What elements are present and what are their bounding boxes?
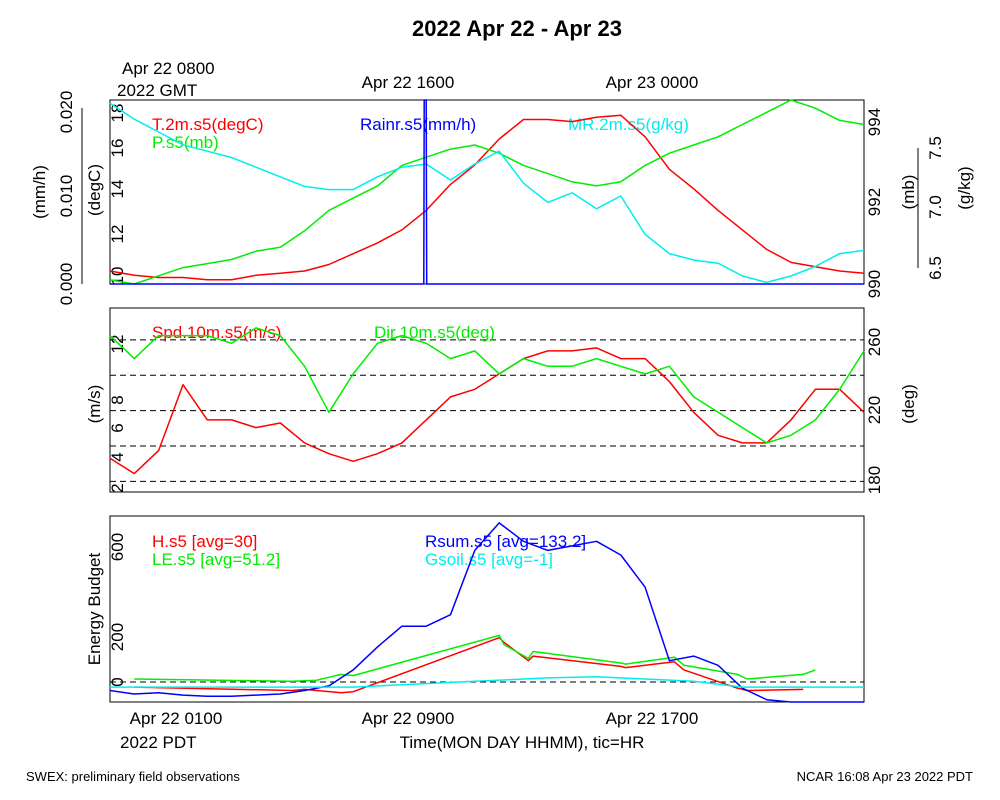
panel1-left-inner-tick-3: 16 (108, 139, 127, 158)
panel2-left-tick-0: 2 (108, 483, 127, 492)
panel2-left-tick-3: 8 (108, 395, 127, 404)
top-axis-label-1600: Apr 22 1600 (362, 73, 455, 92)
panel2-right-tick-1: 220 (865, 396, 884, 424)
series-line-panel1-3 (110, 99, 864, 285)
top-axis-label-0000: Apr 23 0000 (606, 73, 699, 92)
panel2-right-tick-2: 260 (865, 328, 884, 356)
panel3-left-tick-0: 0 (108, 677, 127, 686)
bottom-axis-tick-0900: Apr 22 0900 (362, 709, 455, 728)
series-line-panel3-1 (134, 634, 816, 683)
legend-latent-heat: LE.s5 [avg=51.2] (152, 550, 280, 569)
panel1-left-outer-axis-label: (mm/h) (30, 165, 49, 219)
series-line-panel1-0 (109, 114, 865, 281)
panel2-right-tick-0: 180 (865, 466, 884, 494)
panel1-right-outer-tick-0: 6.5 (926, 256, 945, 280)
panel-2-frame (109, 307, 865, 493)
legend-wind-direction: Dir.10m.s5(deg) (374, 323, 495, 342)
panel2-series (109, 327, 865, 475)
footer-right-note: NCAR 16:08 Apr 23 2022 PDT (797, 769, 973, 784)
panel1-left-outer-tick-0: 0.000 (57, 263, 76, 306)
legend-rain-rate: Rainr.s5(mm/h) (360, 115, 476, 134)
top-axis-first-label-2: 2022 GMT (117, 81, 197, 100)
legend-rsum: Rsum.s5 [avg=133.2] (425, 532, 586, 551)
series-line-panel2-1 (109, 327, 865, 444)
panel1-left-inner-tick-1: 12 (108, 225, 127, 244)
series-line-panel1-1 (109, 99, 865, 285)
panel2-left-axis-label: (m/s) (85, 385, 104, 424)
panel3-left-axis-label: Energy Budget (85, 552, 104, 665)
top-axis-first-label-1: Apr 22 0800 (122, 59, 215, 78)
legend-temperature: T.2m.s5(degC) (152, 115, 263, 134)
panel1-left-inner-tick-4: 18 (108, 104, 127, 123)
panel2-left-tick-1: 4 (108, 452, 127, 461)
series-line-panel2-0 (109, 347, 865, 475)
panel1-left-outer-tick-1: 0.010 (57, 175, 76, 218)
panel2-dashed-reference-lines (110, 339, 864, 482)
bottom-axis-tick-0100: Apr 22 0100 (130, 709, 223, 728)
legend-wind-speed: Spd.10m.s5(m/s) (152, 323, 281, 342)
panel1-right-outer-tick-1: 7.0 (926, 195, 945, 219)
panel1-right-inner-axis-label: (mb) (899, 175, 918, 210)
chart-title: 2022 Apr 22 - Apr 23 (412, 16, 622, 41)
panel1-left-outer-tick-2: 0.020 (57, 91, 76, 134)
panel2-left-tick-2: 6 (108, 423, 127, 432)
panel2-right-axis-label: (deg) (899, 384, 918, 424)
panel-3-frame (109, 515, 865, 703)
series-line-panel1-2 (109, 102, 865, 284)
panel1-right-inner-tick-1: 992 (865, 188, 884, 216)
panel1-left-inner-axis-label: (degC) (85, 164, 104, 216)
panel1-left-inner-tick-2: 14 (108, 180, 127, 199)
legend-pressure: P.s5(mb) (152, 133, 219, 152)
panel1-right-outer-axis-label: (g/kg) (955, 166, 974, 209)
panel1-right-inner-tick-0: 990 (865, 270, 884, 298)
footer-left-note: SWEX: preliminary field observations (26, 769, 240, 784)
panel3-series (109, 522, 864, 703)
series-line-panel3-2 (109, 522, 864, 703)
bottom-axis-tick-1700: Apr 22 1700 (606, 709, 699, 728)
legend-soil-heat: Gsoil.s5 [avg=-1] (425, 550, 553, 569)
legend-sensible-heat: H.s5 [avg=30] (152, 532, 257, 551)
series-line-panel3-0 (134, 636, 804, 694)
bottom-axis-timezone: 2022 PDT (120, 733, 197, 752)
x-axis-label: Time(MON DAY HHMM), tic=HR (400, 733, 645, 752)
panel1-series (109, 99, 865, 285)
panel3-left-tick-1: 200 (108, 623, 127, 651)
panel3-left-tick-2: 600 (108, 533, 127, 561)
series-line-panel3-3 (110, 675, 864, 688)
panel1-right-outer-tick-2: 7.5 (926, 136, 945, 160)
panel2-left-tick-4: 12 (108, 335, 127, 354)
panel1-right-inner-tick-2: 994 (865, 108, 884, 136)
legend-mixing-ratio: MR.2m.s5(g/kg) (568, 115, 689, 134)
